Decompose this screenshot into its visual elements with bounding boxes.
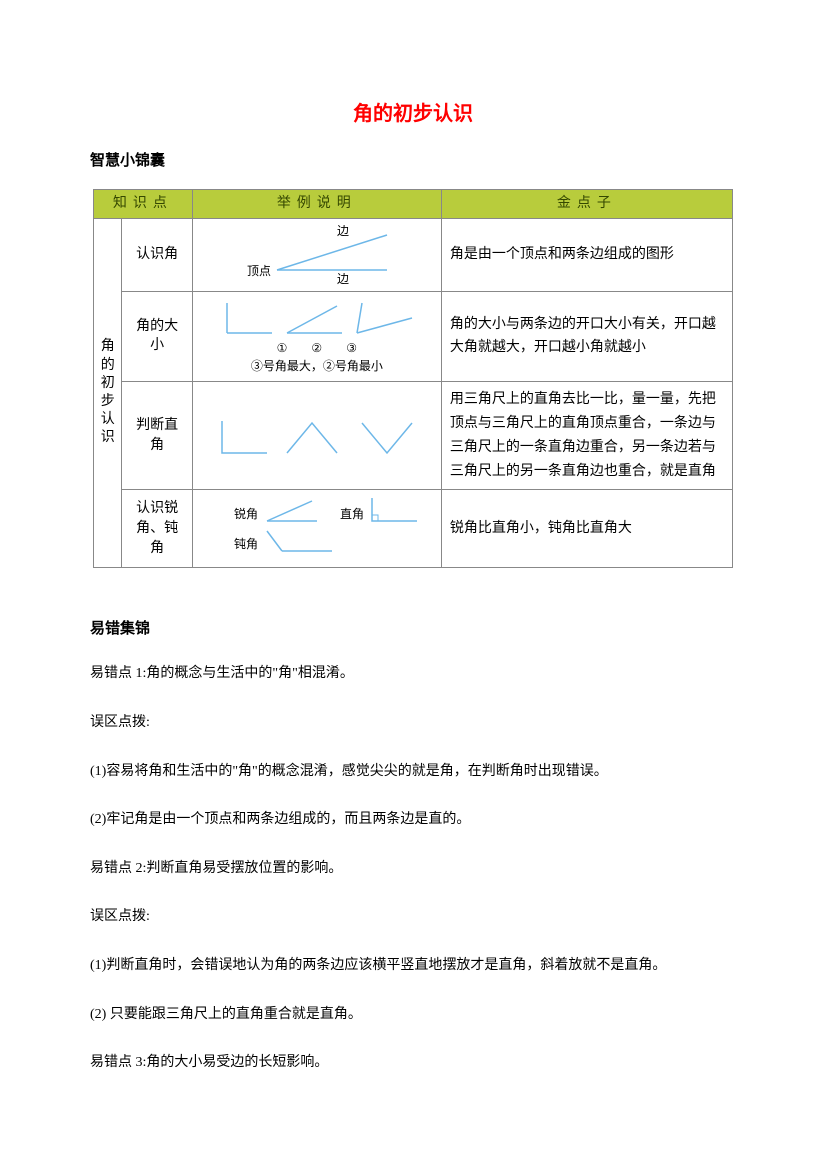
- para-7: (1)判断直角时，会错误地认为角的两条边应该横平竖直地摆放才是直角，斜着放就不是…: [90, 953, 736, 980]
- para-8: (2) 只要能跟三角尺上的直角重合就是直角。: [90, 1002, 736, 1029]
- label-edge-top: 边: [337, 225, 349, 238]
- table-row: 判断直角 用三角尺上的直角去比一比，量一量，先把顶点与三角尺上的直角顶点重合，一…: [94, 382, 733, 490]
- angle-size-icon: [217, 298, 417, 338]
- rowhead-recognize: 认识角: [122, 218, 192, 291]
- label-obtuse: 钝角: [234, 537, 258, 551]
- para-2: 误区点拨:: [90, 710, 736, 737]
- tip-recognize: 角是由一个顶点和两条边组成的图形: [441, 218, 732, 291]
- rowhead-acute-obtuse: 认识锐角、钝角: [122, 490, 192, 568]
- label-edge-bottom: 边: [337, 272, 349, 285]
- label-right: 直角: [340, 507, 364, 521]
- page-title: 角的初步认识: [90, 100, 736, 128]
- vertical-label: 角的初步认识: [94, 218, 122, 568]
- table-row: 认识锐角、钝角 锐角 直角 钝角 锐角比直角小，钝角比直角大: [94, 490, 733, 568]
- para-4: (2)牢记角是由一个顶点和两条边组成的，而且两条边是直的。: [90, 807, 736, 834]
- label-acute: 锐角: [234, 507, 258, 521]
- knowledge-table: 知识点 举例说明 金点子 角的初步认识 认识角 边 顶点 边 角是由一个顶点和两…: [93, 189, 733, 568]
- rowhead-size: 角的大小: [122, 291, 192, 382]
- table-row: 角的大小 ① ② ③ ③号角最大，②号角最小 角的大小与两条边的开口大小有关，开…: [94, 291, 733, 382]
- para-1: 易错点 1:角的概念与生活中的"角"相混淆。: [90, 661, 736, 688]
- table-header-row: 知识点 举例说明 金点子: [94, 190, 733, 219]
- example-size: ① ② ③ ③号角最大，②号角最小: [192, 291, 441, 382]
- example-acute-obtuse: 锐角 直角 钝角: [192, 490, 441, 568]
- label-vertex: 顶点: [247, 264, 271, 278]
- th-example: 举例说明: [192, 190, 441, 219]
- tip-size: 角的大小与两条边的开口大小有关，开口越大角就越大，开口越小角就越小: [441, 291, 732, 382]
- vertical-label-text: 角的初步认识: [101, 339, 115, 445]
- size-caption: ③号角最大，②号角最小: [201, 358, 433, 375]
- right-angle-icon: [212, 411, 422, 461]
- tip-acute-obtuse: 锐角比直角小，钝角比直角大: [441, 490, 732, 568]
- th-tip: 金点子: [441, 190, 732, 219]
- size-nums: ① ② ③: [201, 340, 433, 357]
- acute-right-obtuse-icon: 锐角 直角 钝角: [212, 496, 422, 561]
- example-recognize: 边 顶点 边: [192, 218, 441, 291]
- table-row: 角的初步认识 认识角 边 顶点 边 角是由一个顶点和两条边组成的图形: [94, 218, 733, 291]
- section2-heading: 易错集锦: [90, 618, 736, 639]
- para-6: 误区点拨:: [90, 904, 736, 931]
- rowhead-rightangle: 判断直角: [122, 382, 192, 490]
- th-knowledge: 知识点: [94, 190, 193, 219]
- tip-rightangle: 用三角尺上的直角去比一比，量一量，先把顶点与三角尺上的直角顶点重合，一条边与三角…: [441, 382, 732, 490]
- para-9: 易错点 3:角的大小易受边的长短影响。: [90, 1050, 736, 1077]
- section1-heading: 智慧小锦囊: [90, 150, 736, 171]
- example-rightangle: [192, 382, 441, 490]
- para-3: (1)容易将角和生活中的"角"的概念混淆，感觉尖尖的就是角，在判断角时出现错误。: [90, 759, 736, 786]
- angle-basic-icon: 边 顶点 边: [237, 225, 397, 285]
- para-5: 易错点 2:判断直角易受摆放位置的影响。: [90, 856, 736, 883]
